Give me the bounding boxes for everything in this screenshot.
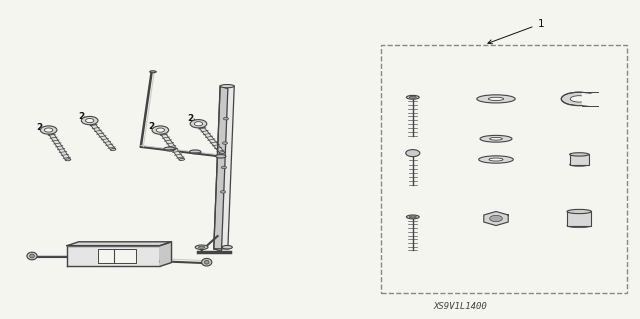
- Ellipse shape: [189, 150, 201, 154]
- Bar: [381, 45, 627, 293]
- Ellipse shape: [27, 252, 37, 260]
- Text: 1: 1: [488, 19, 544, 44]
- Ellipse shape: [410, 96, 417, 98]
- Ellipse shape: [205, 260, 209, 264]
- Ellipse shape: [567, 223, 591, 228]
- Ellipse shape: [410, 216, 417, 218]
- Polygon shape: [484, 211, 508, 226]
- Polygon shape: [67, 242, 172, 246]
- Polygon shape: [214, 86, 234, 249]
- Ellipse shape: [570, 153, 589, 156]
- Ellipse shape: [65, 159, 71, 161]
- Bar: [582, 91, 608, 107]
- Circle shape: [195, 122, 203, 126]
- Ellipse shape: [477, 95, 515, 103]
- Circle shape: [220, 191, 226, 193]
- Polygon shape: [214, 86, 228, 251]
- Text: XS9V1L1400: XS9V1L1400: [434, 302, 488, 311]
- Ellipse shape: [489, 158, 503, 161]
- Circle shape: [152, 126, 169, 134]
- Ellipse shape: [29, 254, 34, 258]
- Circle shape: [221, 166, 227, 169]
- Polygon shape: [49, 134, 70, 160]
- Ellipse shape: [570, 163, 589, 166]
- Polygon shape: [67, 246, 160, 266]
- Ellipse shape: [179, 159, 184, 160]
- Ellipse shape: [567, 209, 591, 214]
- Circle shape: [223, 142, 228, 145]
- Circle shape: [490, 215, 502, 222]
- Circle shape: [156, 128, 164, 132]
- Polygon shape: [161, 134, 184, 160]
- Bar: [570, 154, 589, 165]
- Polygon shape: [98, 249, 136, 263]
- Ellipse shape: [164, 147, 175, 151]
- Ellipse shape: [216, 155, 226, 158]
- Ellipse shape: [561, 92, 597, 106]
- Ellipse shape: [150, 71, 156, 73]
- Text: 2: 2: [36, 123, 45, 132]
- Ellipse shape: [222, 246, 232, 249]
- Circle shape: [40, 126, 57, 134]
- Polygon shape: [199, 127, 225, 153]
- Ellipse shape: [488, 97, 504, 100]
- Ellipse shape: [490, 137, 502, 140]
- Ellipse shape: [111, 149, 116, 151]
- Ellipse shape: [406, 215, 419, 219]
- Circle shape: [406, 150, 420, 157]
- Bar: [567, 211, 591, 226]
- Polygon shape: [90, 124, 116, 150]
- Ellipse shape: [220, 152, 225, 154]
- Ellipse shape: [479, 156, 513, 163]
- Ellipse shape: [195, 245, 208, 249]
- Ellipse shape: [480, 135, 512, 142]
- Text: 2: 2: [78, 112, 87, 121]
- Circle shape: [86, 118, 94, 122]
- Ellipse shape: [406, 95, 419, 99]
- Ellipse shape: [202, 258, 212, 266]
- Circle shape: [223, 117, 228, 120]
- Bar: [582, 94, 608, 104]
- Circle shape: [190, 120, 207, 128]
- Ellipse shape: [198, 246, 205, 248]
- Ellipse shape: [570, 96, 588, 102]
- Polygon shape: [160, 242, 172, 266]
- Circle shape: [44, 128, 52, 132]
- Text: 2: 2: [187, 114, 196, 123]
- Text: 2: 2: [148, 122, 158, 131]
- Circle shape: [81, 116, 98, 125]
- Ellipse shape: [220, 85, 234, 88]
